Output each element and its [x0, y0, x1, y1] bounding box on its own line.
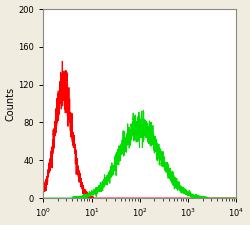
Y-axis label: Counts: Counts — [6, 86, 16, 121]
